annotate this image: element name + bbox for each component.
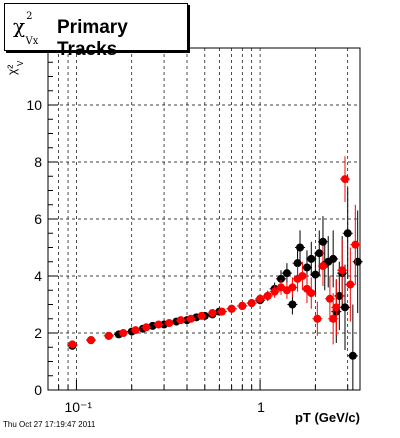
y-axis-label: χ²: [5, 65, 19, 75]
data-point: [197, 311, 206, 320]
data-point: [329, 314, 338, 323]
data-point: [311, 270, 320, 279]
y-tick-label: 6: [34, 211, 42, 227]
data-point: [142, 323, 151, 332]
data-point: [313, 314, 322, 323]
data-point: [208, 309, 217, 318]
data-point: [154, 320, 163, 329]
data-point: [348, 351, 357, 360]
data-point: [165, 319, 174, 328]
x-tick-label: 1: [257, 399, 265, 415]
data-point: [131, 326, 140, 335]
y-axis-label-sub: V: [16, 60, 25, 66]
data-point: [307, 254, 316, 263]
data-point: [302, 263, 311, 272]
y-tick-label: 8: [34, 154, 42, 170]
data-point: [277, 274, 286, 283]
data-point: [351, 240, 360, 249]
data-point: [270, 287, 279, 296]
chi-symbol: χ2Vx: [13, 11, 39, 47]
y-tick-label: 0: [34, 382, 42, 398]
data-point: [263, 291, 272, 300]
data-point: [247, 299, 256, 308]
y-tick-label: 10: [26, 97, 42, 113]
timestamp: Thu Oct 27 17:19:47 2011: [3, 420, 96, 429]
data-point: [341, 303, 350, 312]
data-point: [68, 340, 77, 349]
data-point: [315, 249, 324, 258]
data-point: [176, 316, 185, 325]
data-point: [282, 269, 291, 278]
data-point: [296, 243, 305, 252]
data-point: [346, 280, 355, 289]
data-point: [104, 331, 113, 340]
data-point: [256, 294, 265, 303]
data-point: [343, 229, 352, 238]
data-point: [318, 262, 327, 271]
data-point: [332, 303, 341, 312]
data-point: [288, 300, 297, 309]
chart-title: Primary Tracks: [57, 17, 128, 60]
y-tick-label: 2: [34, 325, 42, 341]
data-point: [238, 301, 247, 310]
data-point: [335, 291, 344, 300]
data-point: [329, 254, 338, 263]
x-axis-label: pT (GeV/c): [295, 410, 360, 425]
data-point: [217, 307, 226, 316]
data-point: [307, 289, 316, 298]
x-tick-label: 10⁻¹: [64, 399, 92, 415]
title-box: χ2Vx Primary Tracks: [4, 3, 188, 60]
data-point: [277, 283, 286, 292]
data-point: [298, 272, 307, 280]
data-point: [325, 294, 334, 303]
data-point: [341, 175, 350, 184]
data-point: [186, 314, 195, 323]
data-point: [227, 304, 236, 313]
y-tick-label: 4: [34, 268, 42, 284]
data-point: [318, 237, 327, 246]
data-point: [119, 329, 128, 337]
data-point: [288, 283, 297, 292]
data-point: [338, 266, 347, 275]
data-point: [86, 336, 95, 345]
